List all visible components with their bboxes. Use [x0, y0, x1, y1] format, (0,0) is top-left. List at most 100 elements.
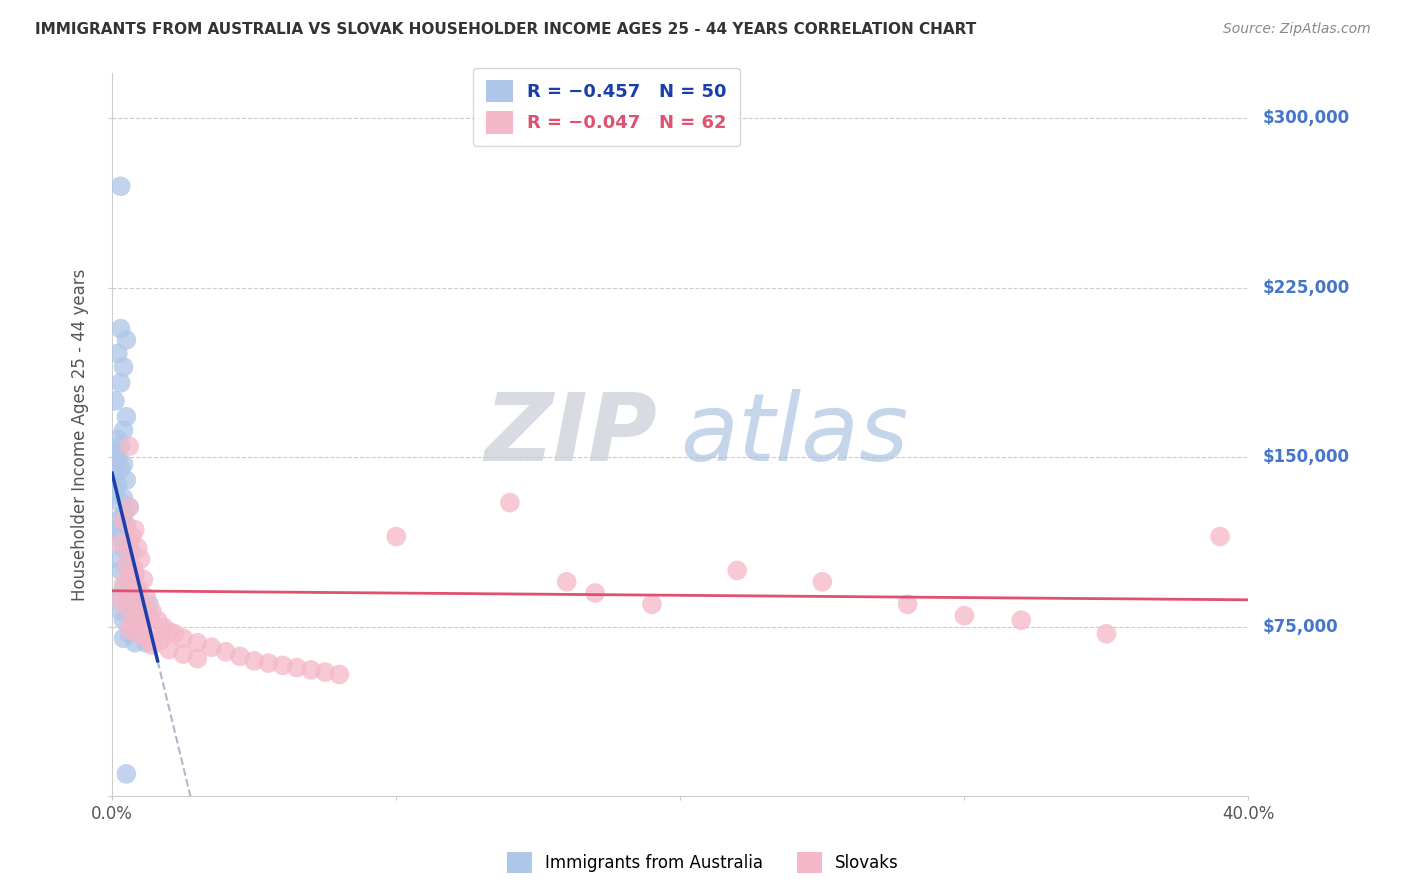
Point [186, 651, 208, 665]
Point [112, 457, 135, 471]
Point [118, 536, 141, 550]
Point [124, 608, 146, 623]
Point [229, 649, 252, 664]
Point [107, 477, 129, 491]
Point [141, 604, 163, 618]
Text: Source: ZipAtlas.com: Source: ZipAtlas.com [1223, 22, 1371, 37]
Text: atlas: atlas [681, 389, 908, 480]
Point [107, 514, 129, 528]
Point [1209, 530, 1232, 544]
Point [118, 622, 141, 636]
Point [110, 321, 132, 335]
Point [215, 645, 238, 659]
Point [127, 586, 149, 600]
Point [110, 179, 132, 194]
Point [112, 514, 135, 528]
Point [124, 620, 146, 634]
Point [118, 500, 141, 515]
Point [499, 496, 522, 510]
Point [112, 613, 135, 627]
Point [299, 663, 322, 677]
Point [127, 541, 149, 555]
Point [172, 632, 194, 646]
Point [112, 582, 135, 596]
Point [110, 536, 132, 550]
Point [1095, 626, 1118, 640]
Point [121, 615, 143, 630]
Point [141, 638, 163, 652]
Text: $225,000: $225,000 [1263, 279, 1350, 297]
Point [110, 376, 132, 390]
Point [115, 409, 138, 424]
Point [115, 333, 138, 347]
Point [112, 359, 135, 374]
Point [124, 523, 146, 537]
Point [118, 500, 141, 515]
Point [110, 592, 132, 607]
Point [107, 552, 129, 566]
Point [107, 433, 129, 447]
Point [725, 564, 748, 578]
Point [138, 611, 160, 625]
Point [112, 423, 135, 437]
Point [163, 626, 186, 640]
Point [152, 620, 174, 634]
Point [104, 484, 127, 499]
Point [127, 582, 149, 596]
Point [121, 595, 143, 609]
Point [897, 598, 920, 612]
Point [555, 574, 578, 589]
Point [115, 599, 138, 614]
Text: $150,000: $150,000 [1263, 449, 1350, 467]
Point [110, 530, 132, 544]
Point [104, 467, 127, 481]
Legend: Immigrants from Australia, Slovaks: Immigrants from Australia, Slovaks [501, 846, 905, 880]
Point [135, 591, 157, 605]
Point [124, 636, 146, 650]
Point [129, 598, 152, 612]
Point [112, 632, 135, 646]
Point [186, 636, 208, 650]
Point [1010, 613, 1032, 627]
Point [115, 518, 138, 533]
Point [118, 626, 141, 640]
Point [112, 491, 135, 505]
Y-axis label: Householder Income Ages 25 - 44 years: Householder Income Ages 25 - 44 years [72, 268, 89, 601]
Point [104, 393, 127, 408]
Point [115, 473, 138, 487]
Point [104, 446, 127, 460]
Point [385, 530, 408, 544]
Point [118, 545, 141, 559]
Point [135, 632, 157, 646]
Point [121, 568, 143, 582]
Point [112, 541, 135, 555]
Point [115, 767, 138, 781]
Point [135, 636, 157, 650]
Point [110, 439, 132, 453]
Text: IMMIGRANTS FROM AUSTRALIA VS SLOVAK HOUSEHOLDER INCOME AGES 25 - 44 YEARS CORREL: IMMIGRANTS FROM AUSTRALIA VS SLOVAK HOUS… [35, 22, 976, 37]
Point [121, 545, 143, 559]
Point [314, 665, 336, 680]
Point [107, 450, 129, 465]
Point [124, 564, 146, 578]
Point [112, 507, 135, 521]
Point [157, 624, 180, 639]
Point [149, 633, 172, 648]
Point [124, 568, 146, 582]
Legend: R = −0.457   N = 50, R = −0.047   N = 62: R = −0.457 N = 50, R = −0.047 N = 62 [474, 68, 740, 146]
Point [138, 598, 160, 612]
Point [257, 656, 280, 670]
Point [583, 586, 606, 600]
Point [285, 660, 308, 674]
Point [118, 574, 141, 589]
Point [641, 598, 664, 612]
Point [811, 574, 834, 589]
Point [200, 640, 222, 655]
Point [110, 564, 132, 578]
Point [110, 496, 132, 510]
Point [104, 523, 127, 537]
Point [107, 346, 129, 360]
Point [110, 461, 132, 475]
Text: $300,000: $300,000 [1263, 110, 1350, 128]
Point [271, 658, 294, 673]
